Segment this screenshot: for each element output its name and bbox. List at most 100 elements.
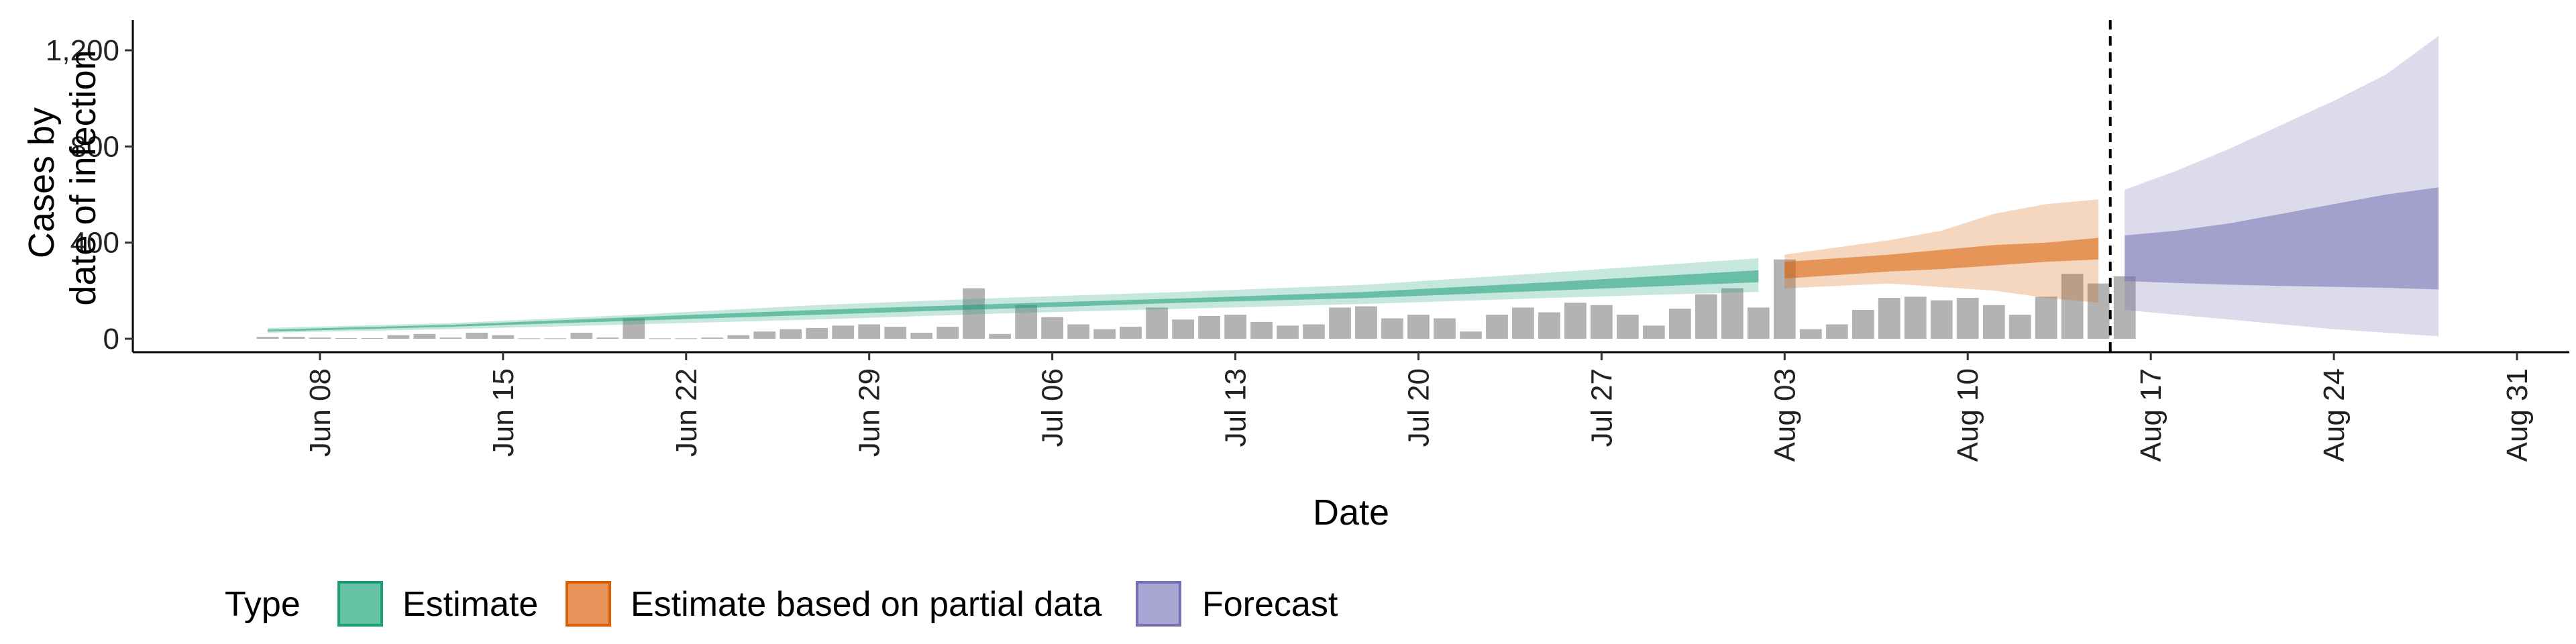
reported-cases-bar bbox=[335, 337, 358, 339]
reported-cases-bar bbox=[544, 338, 567, 339]
reported-cases-bar bbox=[1851, 310, 1874, 339]
reported-cases-bar bbox=[1407, 315, 1430, 339]
reported-cases-bar bbox=[2008, 315, 2031, 339]
reported-cases-bar bbox=[832, 325, 855, 339]
y-axis-title-line-1: Cases by bbox=[21, 107, 62, 258]
reported-cases-bar bbox=[1956, 298, 1979, 339]
reported-cases-bar bbox=[309, 337, 331, 339]
reported-cases-bar bbox=[1015, 305, 1038, 339]
y-ticks: 0 400 800 1,200 bbox=[46, 34, 133, 356]
reported-cases-bar bbox=[1825, 324, 1848, 339]
reported-cases-bar bbox=[1172, 319, 1194, 339]
reported-cases-bar bbox=[570, 333, 593, 339]
legend-key-estimate bbox=[337, 581, 383, 627]
reported-cases-bar bbox=[910, 333, 933, 339]
reported-cases-bar bbox=[701, 337, 724, 339]
reported-cases-bar bbox=[2087, 283, 2110, 339]
estimate-outer-band bbox=[267, 258, 1759, 333]
reported-cases-bar bbox=[492, 335, 515, 339]
reported-cases-bar bbox=[1799, 329, 1822, 339]
legend-key-partial-data bbox=[566, 581, 611, 627]
reported-cases-bar bbox=[936, 327, 959, 339]
bars-layer bbox=[256, 259, 2136, 339]
reported-cases-bar bbox=[2113, 276, 2136, 339]
reported-cases-bar bbox=[649, 338, 672, 339]
reported-cases-bar bbox=[989, 333, 1012, 339]
reported-cases-bar bbox=[361, 337, 384, 339]
reported-cases-bar bbox=[1303, 324, 1325, 339]
legend-label-forecast: Forecast bbox=[1202, 585, 1338, 624]
reported-cases-bar bbox=[1146, 307, 1168, 339]
reported-cases-bar bbox=[1564, 303, 1587, 339]
reported-cases-bar bbox=[1982, 305, 2005, 339]
x-tick-label: Jun 15 bbox=[487, 368, 520, 457]
reported-cases-bar bbox=[1434, 318, 1456, 339]
x-tick-label: Aug 10 bbox=[1951, 368, 1984, 462]
reported-cases-bar bbox=[282, 337, 305, 339]
reported-cases-bar bbox=[1721, 288, 1743, 339]
legend-title: Type bbox=[225, 585, 301, 624]
reported-cases-bar bbox=[963, 288, 985, 339]
reported-cases-bar bbox=[466, 333, 488, 339]
reported-cases-bar bbox=[1381, 318, 1403, 339]
forecast-outer-band bbox=[2125, 36, 2439, 337]
forecast-inner-band bbox=[2125, 187, 2439, 290]
reported-cases-bar bbox=[1120, 327, 1142, 339]
reported-cases-bar bbox=[623, 318, 645, 339]
reported-cases-bar bbox=[413, 333, 436, 339]
x-tick-label: Aug 31 bbox=[2501, 368, 2534, 462]
reported-cases-bar bbox=[2061, 274, 2084, 339]
x-tick-label: Jul 27 bbox=[1585, 368, 1618, 447]
reported-cases-bar bbox=[1355, 306, 1377, 339]
reported-cases-bar bbox=[518, 338, 541, 339]
y-tick-label: 800 bbox=[70, 130, 119, 163]
reported-cases-bar bbox=[1224, 315, 1246, 339]
legend-key-forecast bbox=[1136, 581, 1181, 627]
reported-cases-bar bbox=[256, 337, 279, 339]
reported-cases-bar bbox=[1904, 297, 1927, 339]
reported-cases-bar bbox=[1591, 305, 1613, 339]
x-tick-label: Aug 03 bbox=[1768, 368, 1801, 462]
x-tick-label: Jul 20 bbox=[1402, 368, 1435, 447]
reported-cases-bar bbox=[596, 337, 619, 339]
reported-cases-bar bbox=[1695, 294, 1717, 339]
axes bbox=[131, 20, 2569, 354]
x-tick-label: Jun 08 bbox=[304, 368, 337, 457]
reported-cases-bar bbox=[1329, 307, 1351, 339]
reported-cases-bar bbox=[1643, 325, 1665, 339]
reported-cases-bar bbox=[1538, 312, 1560, 339]
x-ticks: Jun 08 Jun 15 Jun 22 Jun 29 Jul 06 Jul 13 Jul … bbox=[304, 352, 2534, 462]
reported-cases-bar bbox=[1067, 324, 1089, 339]
reported-cases-bar bbox=[1930, 300, 1953, 339]
reported-cases-bar bbox=[2035, 297, 2057, 339]
x-axis-title: Date bbox=[1313, 492, 1389, 533]
x-tick-label: Jul 13 bbox=[1220, 368, 1252, 447]
reported-cases-bar bbox=[675, 338, 698, 339]
reported-cases-bar bbox=[1668, 309, 1691, 339]
reported-cases-bar bbox=[1250, 321, 1273, 339]
reported-cases-bar bbox=[1460, 331, 1482, 339]
reported-cases-bar bbox=[1198, 315, 1220, 339]
reported-cases-bar bbox=[1512, 307, 1534, 339]
reported-cases-bar bbox=[1878, 298, 1900, 339]
y-axis-title: Cases by date of infection bbox=[21, 50, 103, 305]
reported-cases-bar bbox=[727, 335, 750, 339]
reported-cases-bar bbox=[439, 337, 462, 339]
legend: Type Estimate Estimate based on partial d… bbox=[225, 581, 1338, 627]
legend-label-estimate: Estimate bbox=[402, 585, 538, 624]
reported-cases-bar bbox=[1277, 325, 1299, 339]
reported-cases-bar bbox=[1093, 329, 1116, 339]
x-tick-label: Jun 29 bbox=[853, 368, 886, 457]
x-tick-label: Aug 17 bbox=[2135, 368, 2167, 462]
x-tick-label: Aug 24 bbox=[2318, 368, 2351, 462]
y-tick-label: 1,200 bbox=[46, 34, 119, 67]
reported-cases-bar bbox=[1486, 315, 1508, 339]
reported-cases-bar bbox=[1747, 307, 1770, 339]
reported-cases-bar bbox=[858, 324, 881, 339]
reported-cases-bar bbox=[1617, 315, 1639, 339]
reported-cases-bar bbox=[884, 327, 907, 339]
partial-data-inner-band bbox=[1784, 237, 2099, 279]
x-tick-label: Jul 06 bbox=[1036, 368, 1069, 447]
y-tick-label: 400 bbox=[70, 227, 119, 260]
